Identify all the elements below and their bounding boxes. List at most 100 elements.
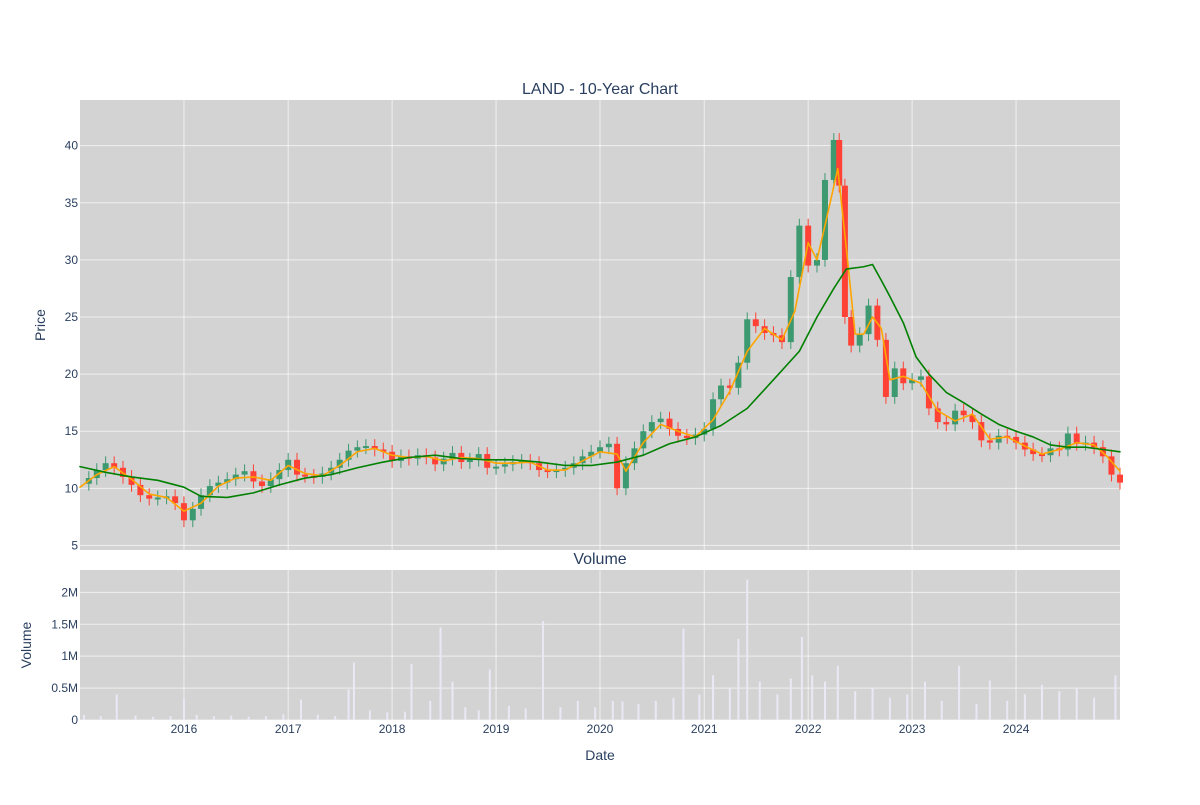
price-candle-body (146, 495, 153, 499)
price-candle-body (841, 185, 848, 318)
price-candle-body (475, 454, 482, 460)
price-candle-body (215, 482, 222, 487)
price-candle-body (579, 456, 586, 464)
price-candle-body (1073, 433, 1080, 444)
price-candle-body (301, 474, 308, 477)
price-candle-body (796, 225, 803, 278)
price-candle-body (354, 447, 361, 451)
price-candle-body (995, 435, 1002, 443)
price-candle-body (553, 470, 560, 473)
ma-short-line (79, 167, 1121, 512)
price-candle-body (925, 376, 932, 409)
price-candle-body (917, 376, 924, 380)
price-candle-body (258, 481, 265, 487)
x-tick-label: 2022 (795, 722, 822, 736)
x-tick-label: 2024 (1003, 722, 1030, 736)
price-y-tick-label: 20 (65, 367, 79, 381)
price-chart-title: LAND - 10-Year Chart (522, 81, 678, 98)
price-candle-body (198, 495, 205, 509)
price-candle-body (836, 139, 843, 186)
price-candle-body (389, 451, 396, 461)
price-candle-body (605, 443, 612, 448)
price-candle-body (1108, 456, 1115, 475)
price-grid (80, 100, 1120, 550)
moving-average-short (79, 167, 1121, 512)
price-candle-body (614, 443, 621, 489)
x-tick-label: 2023 (899, 722, 926, 736)
price-candle-body (449, 452, 456, 459)
price-candle-body (189, 508, 196, 521)
price-candle-body (978, 422, 985, 441)
volume-y-tick-labels: 0 0.5M 1M 1.5M 2M (51, 585, 78, 727)
x-tick-label: 2017 (275, 722, 302, 736)
price-candle-body (909, 379, 916, 384)
volume-y-tick-label: 1M (61, 649, 78, 663)
x-tick-label: 2020 (587, 722, 614, 736)
price-candle-body (1038, 454, 1045, 457)
price-candle-body (830, 139, 837, 180)
price-candle-body (1013, 436, 1020, 443)
price-candle-body (276, 470, 283, 480)
price-candle-body (293, 459, 300, 475)
price-candle-body (432, 457, 439, 465)
price-candle-body (544, 470, 551, 473)
price-candle-body (735, 362, 742, 388)
price-candle-body (380, 449, 387, 452)
price-candle-body (675, 428, 682, 436)
price-candle-body (813, 259, 820, 266)
price-candle-body (666, 418, 673, 429)
volume-y-tick-label: 2M (61, 585, 78, 599)
price-candle-body (986, 440, 993, 443)
price-candle-body (1064, 433, 1071, 450)
price-candle-body (345, 450, 352, 460)
price-candle-body (726, 385, 733, 388)
price-y-axis-label: Price (32, 309, 48, 341)
volume-grid (80, 570, 1120, 721)
x-tick-label: 2016 (171, 722, 198, 736)
x-axis-label: Date (585, 747, 615, 763)
x-tick-label: 2018 (379, 722, 406, 736)
price-y-tick-label: 15 (65, 424, 79, 438)
price-candle-body (622, 463, 629, 489)
price-candle-body (102, 463, 109, 471)
price-candle-body (597, 447, 603, 452)
price-candle-body (701, 428, 708, 435)
price-y-tick-labels: 5 10 15 20 25 30 35 40 (65, 139, 79, 553)
moving-average-long (79, 263, 1121, 499)
price-candle-body (137, 484, 144, 496)
price-candle-body (744, 319, 751, 363)
price-candle-body (206, 486, 213, 496)
price-candle-body (934, 408, 941, 423)
volume-y-axis-label: Volume (18, 621, 34, 668)
price-candle-body (657, 418, 664, 423)
price-candle-body (493, 466, 500, 469)
x-tick-label: 2021 (691, 722, 718, 736)
volume-y-tick-label: 1.5M (51, 617, 78, 631)
price-candle-body (952, 410, 959, 425)
price-candle-body (821, 179, 828, 260)
price-candle-body (856, 334, 863, 346)
price-candle-body (562, 467, 569, 471)
price-y-tick-label: 35 (65, 196, 79, 210)
price-candle-body (960, 410, 967, 416)
price-candle-body (501, 464, 508, 467)
price-candle-body (111, 463, 118, 468)
volume-y-tick-label: 0 (71, 713, 78, 727)
price-candle-body (154, 497, 161, 500)
price-y-tick-label: 10 (65, 481, 79, 495)
price-series (85, 133, 1123, 528)
price-y-tick-label: 5 (71, 538, 78, 552)
price-y-tick-label: 40 (65, 139, 79, 153)
price-candle-body (969, 415, 976, 423)
price-candle-body (752, 319, 759, 327)
price-candle-body (224, 479, 231, 483)
price-y-tick-label: 30 (65, 253, 79, 267)
price-candle-body (848, 317, 855, 346)
price-candle-body (943, 422, 950, 425)
volume-chart-title: Volume (573, 551, 626, 568)
price-candle-body (648, 422, 655, 432)
price-candle-body (710, 399, 717, 429)
price-candle-body (466, 459, 473, 463)
